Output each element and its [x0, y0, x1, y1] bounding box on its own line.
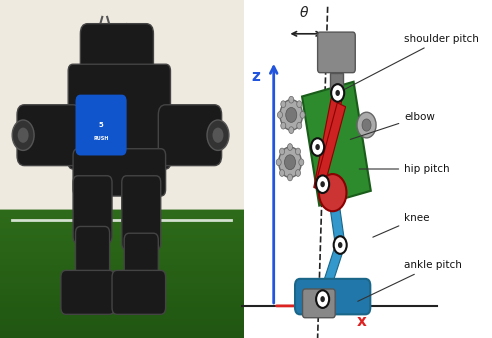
Circle shape	[207, 120, 229, 150]
Circle shape	[277, 112, 282, 118]
Circle shape	[289, 127, 294, 134]
Circle shape	[279, 148, 284, 155]
FancyBboxPatch shape	[295, 279, 370, 314]
Circle shape	[278, 147, 301, 177]
Text: $\theta$: $\theta$	[299, 5, 309, 20]
Circle shape	[296, 170, 301, 176]
Circle shape	[320, 181, 325, 187]
FancyBboxPatch shape	[73, 149, 166, 196]
Circle shape	[315, 144, 320, 150]
Text: hip pitch: hip pitch	[359, 164, 450, 174]
Circle shape	[362, 119, 371, 131]
Circle shape	[319, 174, 346, 211]
FancyBboxPatch shape	[124, 233, 158, 297]
FancyBboxPatch shape	[318, 32, 355, 73]
Circle shape	[296, 148, 301, 155]
Circle shape	[316, 175, 329, 193]
Circle shape	[297, 101, 302, 107]
Circle shape	[280, 100, 303, 130]
Circle shape	[287, 144, 293, 150]
FancyBboxPatch shape	[75, 95, 126, 155]
Text: shoulder pitch: shoulder pitch	[340, 34, 479, 92]
Polygon shape	[315, 103, 345, 191]
Bar	[330, 73, 343, 91]
Circle shape	[213, 128, 223, 143]
Circle shape	[357, 112, 376, 138]
FancyBboxPatch shape	[158, 105, 221, 166]
Circle shape	[331, 84, 344, 102]
Polygon shape	[319, 243, 344, 301]
Text: knee: knee	[373, 213, 430, 237]
Circle shape	[320, 296, 325, 302]
Circle shape	[287, 174, 293, 181]
Circle shape	[334, 236, 347, 254]
FancyBboxPatch shape	[80, 24, 154, 88]
Circle shape	[289, 96, 294, 103]
Text: z: z	[251, 69, 260, 84]
Text: elbow: elbow	[350, 112, 435, 139]
Circle shape	[276, 159, 281, 166]
Circle shape	[12, 120, 34, 150]
Circle shape	[281, 122, 286, 129]
Text: RUSH: RUSH	[93, 136, 109, 141]
FancyBboxPatch shape	[122, 176, 161, 250]
FancyBboxPatch shape	[75, 226, 110, 287]
Circle shape	[284, 155, 296, 170]
Text: x: x	[357, 314, 367, 329]
Circle shape	[279, 170, 284, 176]
FancyBboxPatch shape	[112, 270, 166, 314]
Circle shape	[316, 290, 329, 308]
Circle shape	[336, 90, 340, 96]
Circle shape	[338, 242, 342, 248]
FancyBboxPatch shape	[68, 64, 170, 169]
Polygon shape	[331, 208, 345, 246]
FancyBboxPatch shape	[61, 270, 115, 314]
Circle shape	[299, 159, 304, 166]
Circle shape	[18, 128, 29, 143]
Text: ankle pitch: ankle pitch	[358, 260, 462, 301]
Circle shape	[300, 112, 305, 118]
Circle shape	[281, 101, 286, 107]
Text: 5: 5	[99, 122, 103, 128]
Circle shape	[286, 107, 297, 122]
Circle shape	[311, 138, 324, 156]
FancyBboxPatch shape	[303, 289, 335, 318]
FancyBboxPatch shape	[17, 105, 80, 166]
Circle shape	[297, 122, 302, 129]
Polygon shape	[314, 91, 343, 191]
FancyBboxPatch shape	[73, 176, 112, 243]
Polygon shape	[302, 82, 371, 206]
